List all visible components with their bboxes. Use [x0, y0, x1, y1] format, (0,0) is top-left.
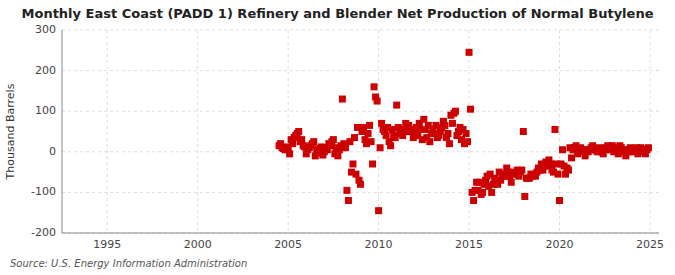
point	[352, 171, 359, 178]
point	[366, 122, 373, 129]
point	[554, 171, 561, 178]
y-tick-label: 100	[35, 104, 56, 117]
point	[568, 154, 575, 161]
grid	[62, 30, 659, 233]
point	[520, 128, 527, 135]
grid-line	[378, 30, 379, 233]
point	[389, 126, 396, 133]
grid-line	[107, 30, 108, 233]
point	[295, 128, 302, 135]
point	[393, 102, 400, 109]
x-tick-label: 2005	[274, 238, 302, 251]
point	[351, 134, 358, 141]
point	[521, 193, 528, 200]
point	[286, 150, 293, 157]
point	[556, 197, 563, 204]
point	[349, 160, 356, 167]
point	[360, 124, 367, 131]
point	[463, 130, 470, 137]
grid-line	[62, 233, 659, 234]
point	[444, 130, 451, 137]
y-tick-label: -200	[31, 226, 56, 239]
point	[518, 167, 525, 174]
point	[310, 138, 317, 145]
point	[383, 132, 390, 139]
point	[551, 126, 558, 133]
point	[378, 120, 385, 127]
point	[330, 136, 337, 143]
point	[565, 167, 572, 174]
point	[470, 197, 477, 204]
point	[449, 120, 456, 127]
point	[441, 122, 448, 129]
point	[375, 207, 382, 214]
point	[357, 181, 364, 188]
point	[547, 160, 554, 167]
point	[345, 197, 352, 204]
point	[466, 49, 473, 56]
grid-line	[62, 111, 659, 112]
points	[276, 49, 652, 214]
y-axis-label: Thousand Barrels	[4, 83, 17, 180]
point	[426, 138, 433, 145]
point	[289, 140, 296, 147]
point	[488, 189, 495, 196]
point	[339, 96, 346, 103]
point	[559, 146, 566, 153]
grid-line	[197, 30, 198, 233]
y-tick-label: 300	[35, 23, 56, 36]
x-tick-label: 2025	[636, 238, 664, 251]
point	[479, 189, 486, 196]
point	[343, 187, 350, 194]
point	[342, 144, 349, 151]
x-tick-label: 2015	[455, 238, 483, 251]
y-tick-label: -100	[31, 185, 56, 198]
grid-line	[649, 30, 650, 233]
y-axis-line	[62, 30, 63, 233]
source: Source: U.S. Energy Information Administ…	[10, 258, 247, 269]
y-tick-label: 200	[35, 64, 56, 77]
point	[377, 144, 384, 151]
point	[446, 140, 453, 147]
point	[365, 130, 372, 137]
grid-line	[62, 192, 659, 193]
grid-line	[62, 30, 659, 31]
x-tick-label: 2000	[184, 238, 212, 251]
point	[369, 160, 376, 167]
y-tick-label: 0	[49, 145, 56, 158]
point	[334, 152, 341, 159]
chart: -200 -100 0 100 200 300 1995 2000 2005 2010 2015 20…	[0, 0, 675, 275]
x-tick-label: 2010	[365, 238, 393, 251]
x-tick-label: 2020	[546, 238, 574, 251]
point	[298, 136, 305, 143]
point	[371, 83, 378, 90]
point	[374, 98, 381, 105]
tick-labels: -200 -100 0 100 200 300 1995 2000 2005 2010 2015 20…	[31, 23, 664, 251]
grid-line	[62, 151, 659, 152]
grid-line	[62, 70, 659, 71]
point	[508, 179, 515, 186]
x-tick-label: 1995	[93, 238, 121, 251]
point	[645, 144, 652, 151]
point	[452, 108, 459, 115]
point	[464, 138, 471, 145]
grid-line	[288, 30, 289, 233]
point	[368, 138, 375, 145]
x-axis-line	[62, 233, 659, 234]
point	[420, 116, 427, 123]
title: Monthly East Coast (PADD 1) Refinery and…	[22, 6, 654, 21]
point	[387, 142, 394, 149]
point	[467, 106, 474, 113]
point	[432, 122, 439, 129]
